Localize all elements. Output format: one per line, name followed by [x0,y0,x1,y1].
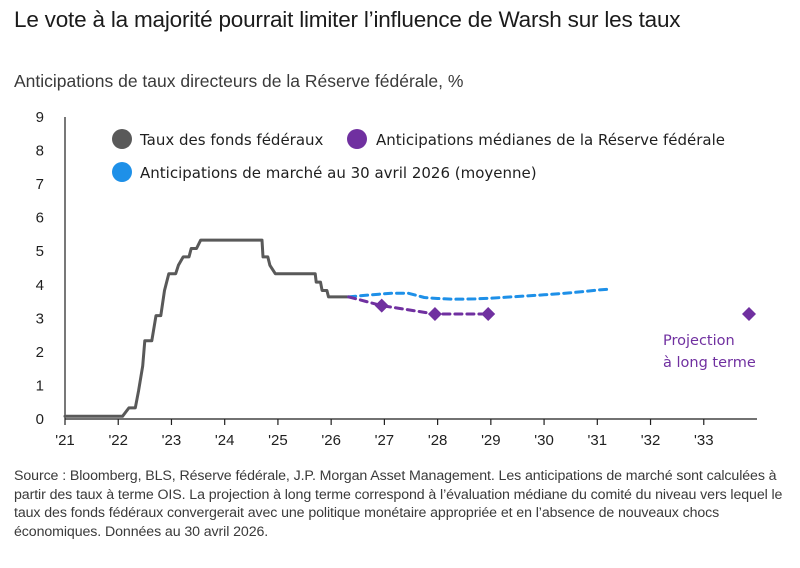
x-tick-label: '29 [481,432,501,449]
chart-title: Le vote à la majorité pourrait limiter l… [14,7,681,32]
fed-median-marker [427,306,442,321]
legend-marker [112,162,132,182]
y-tick-label: 4 [36,277,44,294]
line-chart: 0 1 2 3 4 5 6 7 8 9 '21 '22 '23 '24 '25 '26 '27 '28 '29 '3… [36,109,757,449]
y-tick-label: 9 [36,109,44,126]
annotation-long-term: Projection à long terme [663,333,756,371]
legend-marker [347,129,367,149]
y-tick-label: 1 [36,377,44,394]
x-tick-label: '30 [534,432,554,449]
annotation-line: à long terme [663,355,756,371]
y-tick-label: 2 [36,344,44,361]
legend-label: Taux des fonds fédéraux [139,131,324,149]
x-axis: '21 '22 '23 '24 '25 '26 '27 '28 '29 '30 '31 '32 '33 [55,418,757,449]
series-line-market [347,287,613,301]
legend-marker [112,129,132,149]
y-tick-label: 6 [36,210,44,227]
series-line-fed-median [347,295,490,316]
y-tick-label: 7 [36,176,44,193]
chart-subtitle: Anticipations de taux directeurs de la R… [14,71,464,91]
x-tick-label: '32 [641,432,661,449]
x-tick-label: '28 [428,432,448,449]
x-tick-label: '33 [694,432,714,449]
fed-median-marker [374,298,389,313]
x-tick-label: '31 [588,432,608,449]
y-axis: 0 1 2 3 4 5 6 7 8 9 [36,109,66,428]
series-line-fed-funds [63,238,351,418]
chart-annotations: Projection à long terme [663,333,756,371]
plot-series [63,238,757,418]
y-tick-label: 5 [36,243,44,260]
legend-label: Anticipations médianes de la Réserve féd… [376,131,725,149]
x-tick-label: '23 [162,432,182,449]
y-tick-label: 0 [36,411,44,428]
y-tick-label: 3 [36,310,44,327]
x-tick-label: '27 [375,432,395,449]
fed-median-marker [481,306,496,321]
source-note: Source : Bloomberg, BLS, Réserve fédéral… [14,468,783,540]
x-tick-label: '24 [215,432,235,449]
x-tick-label: '21 [55,432,75,449]
y-tick-label: 8 [36,143,44,160]
fed-median-marker [742,306,757,321]
annotation-line: Projection [663,333,735,349]
legend-label: Anticipations de marché au 30 avril 2026… [140,164,537,182]
x-tick-label: '25 [268,432,288,449]
x-tick-label: '26 [321,432,341,449]
x-tick-label: '22 [108,432,128,449]
chart-legend: Taux des fonds fédéraux Anticipations méd… [112,129,725,182]
